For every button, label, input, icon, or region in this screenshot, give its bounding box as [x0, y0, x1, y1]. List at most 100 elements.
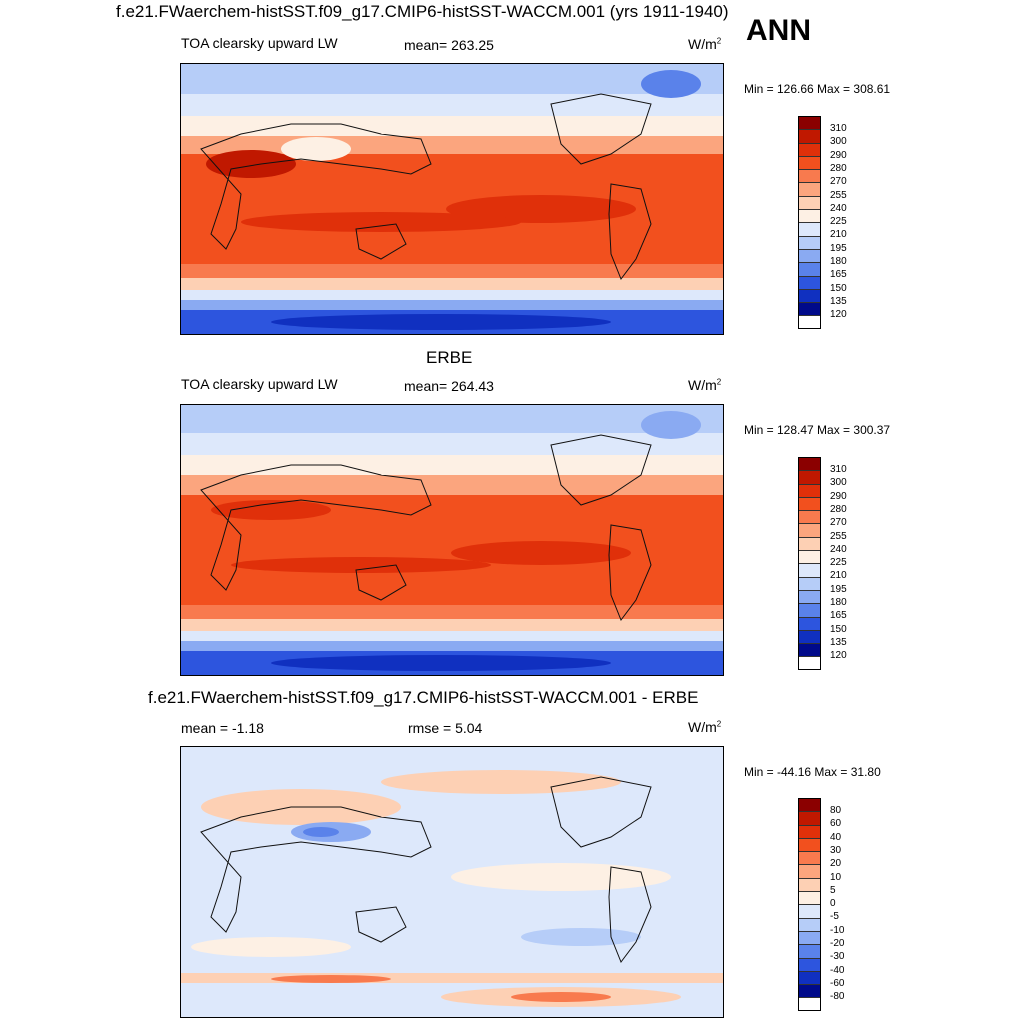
colorbar-tick-label: 80 [830, 805, 842, 816]
colorbar-swatch [799, 799, 820, 813]
colorbar-tick-label: 150 [830, 623, 847, 635]
colorbar-tick-label: 60 [830, 818, 842, 830]
colorbar-tick-label: -60 [830, 977, 845, 989]
panel3-title: f.e21.FWaerchem-histSST.f09_g17.CMIP6-hi… [148, 688, 699, 707]
colorbar-swatch [799, 838, 820, 853]
colorbar-tick-label: 135 [830, 636, 847, 648]
colorbar-tick-label: 225 [830, 216, 847, 228]
colorbar-swatch [799, 223, 820, 237]
colorbar-tick-label: 270 [830, 176, 847, 188]
colorbar-tick-label: 310 [830, 123, 847, 134]
colorbar-tick-label: -5 [830, 911, 839, 923]
colorbar-tick-label: 290 [830, 149, 847, 161]
colorbar-swatch [799, 892, 820, 906]
panel2-colorbar [798, 457, 821, 670]
colorbar-swatch [799, 303, 820, 317]
figure-title: f.e21.FWaerchem-histSST.f09_g17.CMIP6-hi… [116, 2, 729, 21]
colorbar-swatch [799, 117, 820, 131]
panel1-units: W/m2 [688, 36, 722, 52]
colorbar-swatch [799, 537, 820, 552]
panel3-contour-field [181, 747, 723, 1017]
colorbar-tick-label: 310 [830, 464, 847, 475]
panel2-title: ERBE [426, 348, 473, 367]
colorbar-swatch [799, 524, 820, 538]
panel1-minmax: Min = 126.66 Max = 308.61 [744, 82, 891, 96]
colorbar-swatch [799, 812, 820, 826]
colorbar-swatch [799, 985, 820, 999]
colorbar-tick-label: 300 [830, 477, 847, 489]
colorbar-swatch [799, 130, 820, 144]
colorbar-swatch [799, 604, 820, 618]
colorbar-tick-label: 290 [830, 490, 847, 502]
colorbar-tick-label: -20 [830, 938, 845, 949]
panel1-mean-label: mean= 263.25 [404, 37, 494, 53]
colorbar-swatch [799, 825, 820, 839]
colorbar-tick-label: 135 [830, 295, 847, 307]
colorbar-swatch [799, 878, 820, 893]
colorbar-swatch [799, 865, 820, 879]
colorbar-swatch [799, 196, 820, 211]
panel1-left-label: TOA clearsky upward LW [181, 35, 338, 51]
panel3-units: W/m2 [688, 719, 722, 735]
colorbar-tick-label: 210 [830, 229, 847, 241]
panel3-mean-label: mean = -1.18 [181, 720, 264, 736]
colorbar-tick-label: 40 [830, 831, 842, 843]
colorbar-swatch [799, 971, 820, 986]
colorbar-swatch [799, 931, 820, 946]
colorbar-tick-label: 210 [830, 570, 847, 582]
colorbar-tick-label: -30 [830, 951, 845, 963]
colorbar-tick-label: 165 [830, 610, 847, 622]
colorbar-swatch [799, 249, 820, 264]
colorbar-tick-label: 300 [830, 136, 847, 148]
colorbar-tick-label: -40 [830, 964, 845, 976]
colorbar-tick-label: 195 [830, 242, 847, 254]
colorbar-swatch [799, 958, 820, 972]
colorbar-tick-label: 240 [830, 202, 847, 214]
colorbar-tick-label: 20 [830, 858, 842, 870]
colorbar-swatch [799, 170, 820, 184]
colorbar-swatch [799, 263, 820, 277]
colorbar-swatch [799, 551, 820, 565]
colorbar-swatch [799, 289, 820, 304]
colorbar-tick-label: 180 [830, 597, 847, 608]
panel1-contour-field [181, 64, 723, 334]
colorbar-swatch [799, 511, 820, 525]
panel2-minmax: Min = 128.47 Max = 300.37 [744, 423, 891, 437]
colorbar-swatch [799, 183, 820, 197]
colorbar-swatch [799, 644, 820, 658]
colorbar-swatch [799, 905, 820, 919]
panel3-colorbar [798, 798, 821, 1011]
colorbar-tick-label: 120 [830, 309, 847, 321]
panel2-contour-field [181, 405, 723, 675]
panel3-map [180, 746, 724, 1018]
colorbar-tick-label: 270 [830, 517, 847, 529]
colorbar-swatch [799, 276, 820, 290]
colorbar-swatch [799, 852, 820, 866]
colorbar-swatch [799, 458, 820, 472]
colorbar-tick-label: 165 [830, 269, 847, 281]
colorbar-tick-label: 0 [830, 898, 836, 910]
colorbar-swatch [799, 590, 820, 605]
panel2-map [180, 404, 724, 676]
colorbar-swatch [799, 156, 820, 171]
colorbar-swatch [799, 617, 820, 631]
colorbar-swatch [799, 484, 820, 498]
colorbar-tick-label: 150 [830, 282, 847, 294]
colorbar-tick-label: 255 [830, 189, 847, 201]
colorbar-swatch [799, 143, 820, 157]
panel2-left-label: TOA clearsky upward LW [181, 376, 338, 392]
colorbar-tick-label: 280 [830, 162, 847, 174]
panel2-mean-label: mean= 264.43 [404, 378, 494, 394]
colorbar-tick-label: -80 [830, 991, 845, 1003]
colorbar-tick-label: 180 [830, 256, 847, 267]
colorbar-swatch [799, 497, 820, 512]
colorbar-swatch [799, 630, 820, 645]
colorbar-tick-label: 30 [830, 844, 842, 856]
colorbar-tick-label: 280 [830, 503, 847, 515]
colorbar-tick-label: 120 [830, 650, 847, 662]
colorbar-swatch [799, 236, 820, 250]
panel1-map [180, 63, 724, 335]
colorbar-tick-label: -10 [830, 924, 845, 936]
panel3-rmse-label: rmse = 5.04 [408, 720, 483, 736]
colorbar-tick-label: 10 [830, 871, 842, 883]
